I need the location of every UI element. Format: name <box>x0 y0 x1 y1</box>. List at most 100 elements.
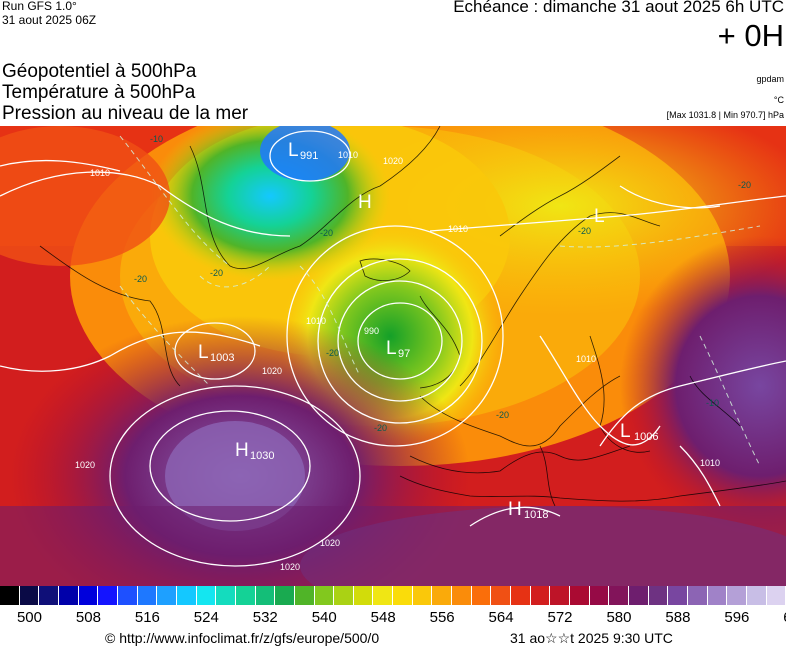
color-scale-tick: 580 <box>606 609 632 626</box>
isotherm-label: -20 <box>578 226 591 236</box>
color-scale-swatch <box>412 586 433 605</box>
isobar-label: 1010 <box>306 316 326 326</box>
color-scale-swatch <box>58 586 79 605</box>
color-scale-swatch <box>530 586 551 605</box>
color-scale-swatch <box>687 586 708 605</box>
isotherm-label: -10 <box>150 134 163 144</box>
run-label: Run GFS 1.0° <box>2 0 77 13</box>
svg-text:L: L <box>198 342 209 363</box>
color-scale-swatch <box>117 586 138 605</box>
color-scale-tick: 604 <box>783 609 786 626</box>
pressure-center-5: L <box>594 206 605 227</box>
color-scale-swatch <box>235 586 256 605</box>
color-scale-tick: 500 <box>16 609 42 626</box>
color-scale-ticks: 500 508 516 524 532 540 548 556 564 572 580 588 596 6… <box>0 609 786 627</box>
isotherm-label: -20 <box>374 423 387 433</box>
isotherm-label: -20 <box>134 274 147 284</box>
isobar-label: 1020 <box>75 460 95 470</box>
unit-temperature: °C <box>773 95 784 105</box>
pressure-center-4: L 97 <box>386 338 410 360</box>
color-scale-swatch <box>196 586 217 605</box>
color-scale-swatch <box>550 586 571 605</box>
color-scale-swatch <box>334 586 354 605</box>
pressure-center-8: H 1018 <box>508 499 548 521</box>
isotherm-label: -10 <box>706 398 719 408</box>
color-scale-tick: 548 <box>370 609 396 626</box>
isobar-label: 990 <box>364 326 379 336</box>
isobar-label: 1010 <box>576 354 596 364</box>
pressure-center-7: L 1006 <box>620 421 658 443</box>
color-scale-swatch <box>19 586 40 605</box>
isotherm-label: -20 <box>496 410 509 420</box>
svg-text:H: H <box>235 440 249 461</box>
color-scale-swatch <box>393 586 413 605</box>
color-scale-tick: 516 <box>134 609 160 626</box>
color-scale-swatch <box>157 586 177 605</box>
color-scale-tick: 572 <box>547 609 573 626</box>
color-scale-swatch <box>668 586 688 605</box>
pressure-range: [Max 1031.8 | Min 970.7] hPa <box>666 110 784 120</box>
svg-text:L: L <box>386 338 397 359</box>
isotherm-label: -20 <box>738 180 751 190</box>
color-scale-swatch <box>570 586 590 605</box>
color-scale-tick: 524 <box>193 609 219 626</box>
color-scale-swatch <box>707 586 728 605</box>
isotherm-label: -20 <box>326 348 339 358</box>
isotherm-label: -20 <box>210 268 223 278</box>
color-scale-tick: 564 <box>488 609 514 626</box>
svg-text:L: L <box>620 421 631 442</box>
title-pressure: Pression au niveau de la mer <box>2 103 249 124</box>
isobar-label: 1010 <box>338 150 358 160</box>
isobar-label: 1010 <box>700 458 720 468</box>
color-scale-swatch <box>471 586 492 605</box>
pressure-center-3: L 1003 <box>198 342 234 364</box>
color-scale-swatch <box>766 586 786 605</box>
color-scale-swatch <box>314 586 335 605</box>
color-scale-swatch <box>39 586 59 605</box>
color-scale-tick: 508 <box>75 609 101 626</box>
isobar-label: 1010 <box>448 224 468 234</box>
svg-text:1018: 1018 <box>524 509 548 521</box>
run-time: 31 aout 2025 06Z <box>2 13 97 27</box>
isobar-label: 1020 <box>280 562 300 572</box>
svg-text:L: L <box>288 140 299 161</box>
color-scale-swatch <box>629 586 649 605</box>
color-scale-swatch <box>511 586 531 605</box>
pressure-center-2: H <box>358 192 372 213</box>
color-scale-swatch <box>373 586 394 605</box>
svg-text:L: L <box>594 206 605 227</box>
color-scale-swatch <box>353 586 374 605</box>
color-scale-swatch <box>589 586 610 605</box>
color-scale-swatch <box>452 586 472 605</box>
color-scale-swatch <box>176 586 197 605</box>
render-timestamp: 31 ao☆☆t 2025 9:30 UTC <box>510 630 673 646</box>
isotherm-label: -20 <box>320 228 333 238</box>
svg-text:1003: 1003 <box>210 352 234 364</box>
title-geopotential: Géopotentiel à 500hPa <box>2 61 197 82</box>
color-scale-swatch <box>98 586 118 605</box>
color-scale-swatch <box>491 586 512 605</box>
pressure-center-6: H 1030 <box>235 440 274 462</box>
color-scale-swatch <box>294 586 315 605</box>
svg-text:H: H <box>358 192 372 213</box>
isobar-label: 1020 <box>320 538 340 548</box>
color-scale-swatch <box>137 586 158 605</box>
svg-text:991: 991 <box>300 150 318 162</box>
color-scale-swatch <box>727 586 747 605</box>
color-scale <box>0 586 786 607</box>
color-scale-swatch <box>746 586 767 605</box>
svg-text:1006: 1006 <box>634 431 658 443</box>
isobar-label: 1020 <box>262 366 282 376</box>
isobar-label: 1010 <box>90 168 110 178</box>
color-scale-swatch <box>216 586 236 605</box>
forecast-valid-time: Echéance : dimanche 31 aout 2025 6h UTC <box>453 0 784 16</box>
color-scale-tick: 556 <box>429 609 455 626</box>
color-scale-swatch <box>78 586 99 605</box>
color-scale-swatch <box>275 586 295 605</box>
title-temperature: Température à 500hPa <box>2 82 196 103</box>
forecast-lead-time: + 0H <box>717 18 784 53</box>
color-scale-swatch <box>609 586 629 605</box>
source-credit: © http://www.infoclimat.fr/z/gfs/europe/… <box>105 630 380 646</box>
color-scale-tick: 532 <box>252 609 278 626</box>
color-scale-swatch <box>255 586 276 605</box>
